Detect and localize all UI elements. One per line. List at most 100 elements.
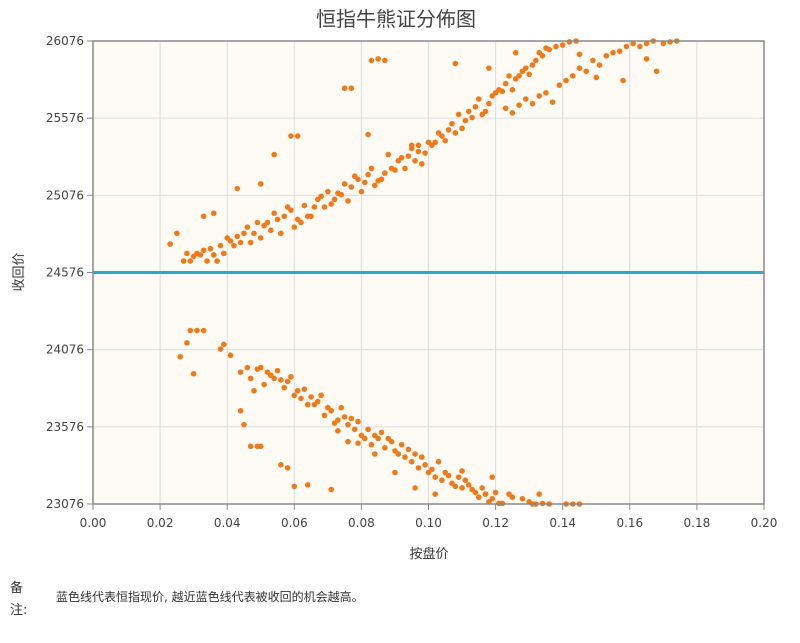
data-point [593, 74, 600, 81]
data-point [341, 414, 348, 420]
data-point [543, 90, 549, 96]
data-point [351, 426, 358, 433]
y-axis-label: 收回价 [12, 252, 27, 291]
data-point [318, 392, 324, 399]
data-point [653, 68, 660, 75]
data-point [348, 415, 355, 422]
x-tick-label: 0.12 [482, 516, 509, 530]
data-point [261, 381, 267, 388]
data-point [251, 230, 257, 237]
data-point [476, 96, 482, 102]
data-point [533, 57, 539, 64]
data-point [529, 100, 536, 107]
data-point [227, 238, 234, 244]
data-point [264, 219, 271, 226]
data-point [298, 395, 304, 402]
data-point [623, 43, 630, 50]
data-point [241, 230, 247, 237]
data-point [482, 491, 489, 497]
data-point [221, 341, 227, 348]
x-tick-label: 0.06 [281, 516, 308, 530]
data-point [418, 454, 425, 460]
data-point [177, 353, 184, 360]
x-tick-label: 0.00 [80, 516, 107, 530]
data-point [502, 80, 509, 87]
data-point [301, 386, 308, 392]
data-point [529, 62, 536, 68]
data-point [234, 233, 241, 240]
data-point [465, 482, 472, 488]
data-point [257, 181, 264, 187]
data-point [328, 486, 335, 493]
data-point [278, 377, 284, 383]
data-point [234, 185, 241, 192]
data-point [281, 384, 288, 391]
data-point [328, 407, 335, 414]
data-point [630, 40, 636, 47]
data-point [247, 443, 254, 450]
data-point [361, 179, 368, 186]
data-point [338, 404, 345, 411]
data-point [291, 483, 298, 490]
data-point [308, 394, 314, 400]
data-point [217, 242, 224, 249]
data-point [210, 210, 217, 217]
data-point [271, 210, 277, 217]
data-point [355, 418, 361, 425]
data-point [237, 407, 244, 414]
data-point [378, 429, 385, 436]
data-point [378, 176, 385, 183]
data-point [321, 204, 328, 210]
data-point [539, 53, 546, 59]
data-point [335, 428, 341, 434]
data-point [415, 465, 422, 471]
data-point [227, 352, 234, 359]
data-point [556, 82, 563, 88]
x-tick-label: 0.18 [684, 516, 711, 530]
data-point [509, 110, 516, 116]
data-point [325, 188, 331, 195]
data-point [489, 495, 496, 502]
data-point [382, 170, 388, 176]
data-point [435, 458, 442, 465]
data-point [184, 340, 190, 346]
data-point [398, 441, 405, 448]
data-point [204, 258, 210, 264]
data-point [221, 250, 227, 257]
data-point [620, 77, 626, 84]
data-point [412, 451, 418, 457]
data-point [486, 100, 492, 107]
data-point [294, 133, 301, 139]
data-point [482, 108, 489, 115]
x-tick-label: 0.14 [549, 516, 576, 530]
data-point [415, 142, 422, 149]
data-point [452, 130, 459, 136]
data-point [459, 485, 465, 491]
data-point [184, 250, 190, 257]
data-point [257, 364, 264, 371]
data-point [452, 483, 459, 490]
data-point [271, 375, 277, 382]
data-point [311, 204, 318, 210]
x-tick-label: 0.08 [348, 516, 375, 530]
data-point [519, 495, 526, 502]
data-point [278, 230, 284, 237]
data-point [442, 137, 449, 144]
data-point [335, 417, 341, 423]
data-point [660, 40, 667, 47]
data-point [237, 369, 244, 375]
data-point [341, 181, 348, 187]
data-point [278, 461, 284, 468]
data-point [365, 426, 371, 433]
data-point [522, 96, 529, 102]
data-point [321, 412, 328, 419]
data-point [422, 461, 428, 468]
data-point [455, 111, 462, 118]
y-axis-ticks: 23076 23576 24076 24576 25076 25576 26076 [46, 34, 93, 511]
data-point [187, 258, 194, 264]
data-point [395, 451, 402, 457]
data-point [459, 125, 465, 132]
data-point [603, 53, 610, 59]
data-point [385, 151, 392, 158]
